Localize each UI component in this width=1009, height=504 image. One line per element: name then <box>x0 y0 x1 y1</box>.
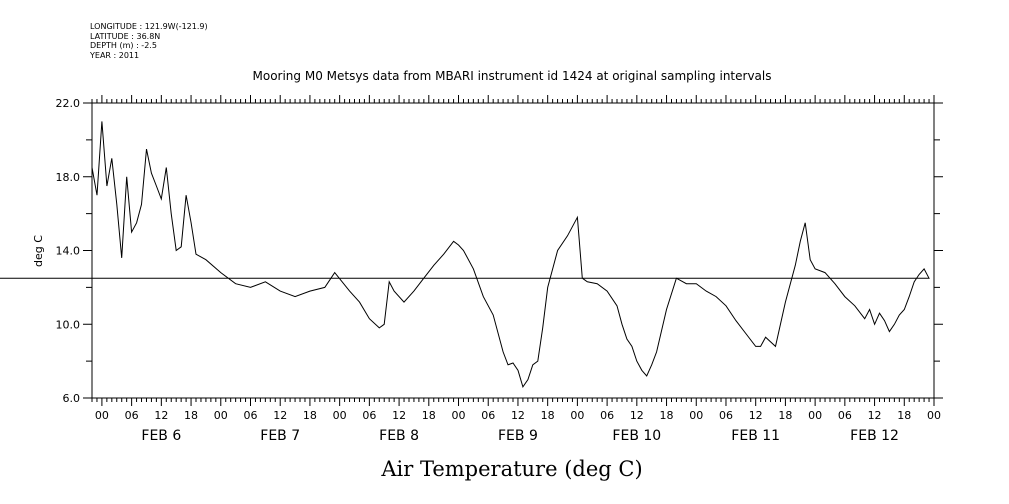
x-tick-label: 12 <box>868 409 882 422</box>
x-day-label: FEB 12 <box>850 428 899 444</box>
year-label: YEAR : 2011 <box>90 50 140 60</box>
y-tick-label: 22.0 <box>56 97 81 110</box>
metadata-block: LONGITUDE : 121.9W(-121.9) LATITUDE : 36… <box>90 22 208 60</box>
x-tick-label: 12 <box>154 409 168 422</box>
x-tick-label: 00 <box>333 409 347 422</box>
x-tick-label: 00 <box>570 409 584 422</box>
air-temperature-line <box>0 121 930 389</box>
latitude-label: LATITUDE : 36.8N <box>90 31 161 41</box>
x-tick-label: 06 <box>362 409 376 422</box>
chart-title: Mooring M0 Metsys data from MBARI instru… <box>253 69 772 83</box>
x-day-label: FEB 10 <box>612 428 661 444</box>
x-tick-label: 06 <box>600 409 614 422</box>
x-day-label: FEB 7 <box>260 428 300 444</box>
plot-frame <box>91 102 935 399</box>
x-tick-label: 12 <box>273 409 287 422</box>
axis-tick-labels: 00 06 12 18 00 06 12 18 00 06 12 18 00 06 12 18 00 06 12 18… <box>56 97 942 444</box>
x-tick-label: 18 <box>184 409 198 422</box>
x-tick-label: 00 <box>689 409 703 422</box>
longitude-label: LONGITUDE : 121.9W(-121.9) <box>90 22 208 31</box>
x-tick-label: 18 <box>541 409 555 422</box>
y-tick-label: 14.0 <box>56 245 81 258</box>
x-tick-label: 18 <box>778 409 792 422</box>
x-axis-title: Air Temperature (deg C) <box>380 457 642 481</box>
y-tick-label: 6.0 <box>63 392 81 405</box>
x-day-label: FEB 6 <box>141 428 181 444</box>
depth-label: DEPTH (m) : -2.5 <box>90 41 157 50</box>
x-tick-label: 18 <box>422 409 436 422</box>
x-day-label: FEB 8 <box>379 428 419 444</box>
x-tick-label: 12 <box>630 409 644 422</box>
x-tick-label: 00 <box>95 409 109 422</box>
y-tick-label: 18.0 <box>56 171 81 184</box>
x-tick-label: 06 <box>838 409 852 422</box>
x-tick-label: 00 <box>452 409 466 422</box>
y-tick-label: 10.0 <box>56 318 81 331</box>
x-day-label: FEB 11 <box>731 428 780 444</box>
x-tick-label: 06 <box>243 409 257 422</box>
y-axis-label: deg C <box>32 235 45 267</box>
x-tick-label: 12 <box>392 409 406 422</box>
x-tick-label: 12 <box>511 409 525 422</box>
x-tick-label: 06 <box>125 409 139 422</box>
x-tick-label: 12 <box>749 409 763 422</box>
x-tick-label: 00 <box>927 409 941 422</box>
x-tick-label: 18 <box>660 409 674 422</box>
x-tick-label: 18 <box>303 409 317 422</box>
x-tick-label: 00 <box>808 409 822 422</box>
x-tick-label: 00 <box>214 409 228 422</box>
x-day-label: FEB 9 <box>498 428 538 444</box>
axis-ticks <box>83 95 943 406</box>
x-tick-label: 06 <box>719 409 733 422</box>
x-tick-label: 06 <box>481 409 495 422</box>
x-tick-label: 18 <box>897 409 911 422</box>
